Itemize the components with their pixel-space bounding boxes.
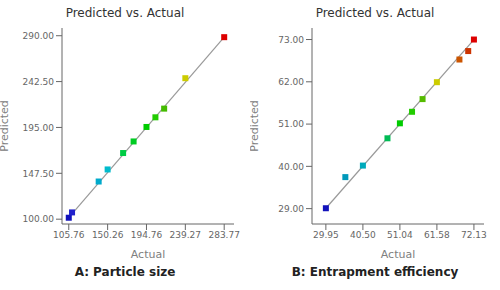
svg-text:150.26: 150.26: [92, 230, 124, 240]
svg-text:61.58: 61.58: [424, 230, 450, 240]
html-text:B: Entrapment efficiency: B: Entrapment efficiency: [291, 265, 459, 279]
svg-text:Predicted: Predicted: [8, 100, 11, 152]
svg-text:Actual: Actual: [131, 248, 165, 261]
svg-text:194.76: 194.76: [131, 230, 163, 240]
svg-text:29.95: 29.95: [313, 230, 339, 240]
svg-text:100.00: 100.00: [23, 214, 55, 224]
svg-text:72.13: 72.13: [461, 230, 487, 240]
svg-text:242.50: 242.50: [23, 77, 55, 87]
svg-text:62.00: 62.00: [278, 77, 304, 87]
svg-text:283.77: 283.77: [208, 230, 240, 240]
svg-text:290.00: 290.00: [23, 31, 55, 41]
svg-text:40.00: 40.00: [278, 162, 304, 172]
svg-text:40.50: 40.50: [350, 230, 376, 240]
svg-text:51.00: 51.00: [278, 119, 304, 129]
svg-text:147.50: 147.50: [23, 169, 55, 179]
svg-text:Actual: Actual: [381, 248, 415, 261]
svg-text:Predicted: Predicted: [250, 100, 261, 152]
svg-text:105.76: 105.76: [53, 230, 85, 240]
svg-text:195.00: 195.00: [23, 123, 55, 133]
svg-text:73.00: 73.00: [278, 35, 304, 45]
svg-text:51.04: 51.04: [387, 230, 413, 240]
html-text:Predicted vs. Actual: Predicted vs. Actual: [65, 6, 185, 20]
html-text:Predicted vs. Actual: Predicted vs. Actual: [315, 6, 435, 20]
svg-text:239.27: 239.27: [170, 230, 202, 240]
html-text:A: Particle size: A: Particle size: [74, 265, 176, 279]
svg-text:29.00: 29.00: [278, 204, 304, 214]
